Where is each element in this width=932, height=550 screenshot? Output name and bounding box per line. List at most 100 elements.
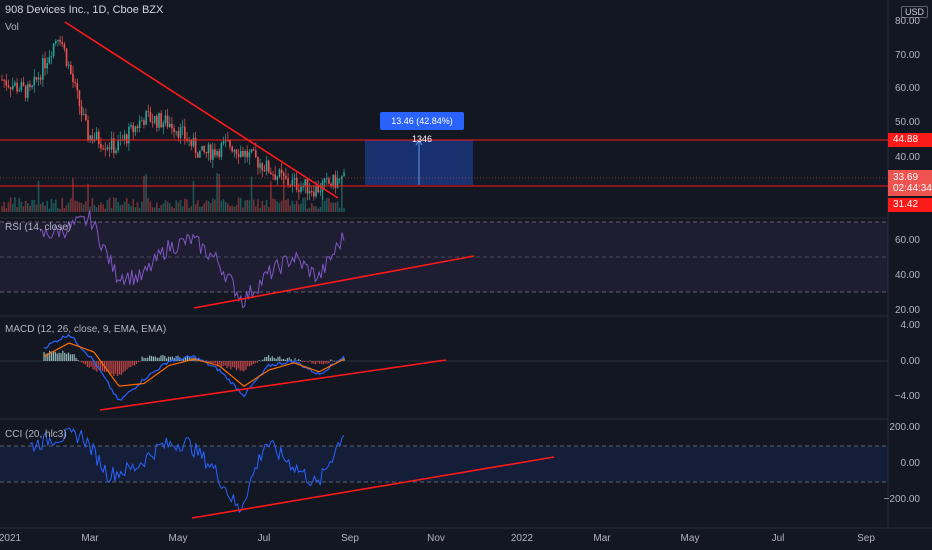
candle[interactable] [177,131,180,138]
candle[interactable] [235,149,238,155]
candle[interactable] [321,182,324,192]
candle[interactable] [181,126,184,128]
candle[interactable] [143,120,145,125]
candle[interactable] [179,127,182,138]
candle[interactable] [85,114,87,121]
candle[interactable] [188,139,190,142]
candle[interactable] [265,160,268,171]
candle[interactable] [291,179,294,187]
candle[interactable] [9,87,12,90]
candle[interactable] [242,150,244,157]
candle[interactable] [295,177,298,190]
candle[interactable] [203,146,205,152]
candle[interactable] [343,172,345,177]
candle[interactable] [151,121,154,123]
candle[interactable] [250,149,253,153]
candle[interactable] [244,150,246,157]
rsi-line[interactable] [39,210,345,309]
candle[interactable] [315,185,317,197]
candle[interactable] [334,174,337,188]
candle[interactable] [323,178,326,183]
candle[interactable] [91,135,94,142]
candle[interactable] [280,169,283,174]
candle[interactable] [272,174,274,176]
candle[interactable] [207,144,210,154]
candle[interactable] [63,44,66,49]
candle[interactable] [310,191,313,193]
candle[interactable] [27,84,29,98]
candle[interactable] [218,151,221,157]
candle[interactable] [48,57,51,64]
candle[interactable] [220,143,223,157]
candle[interactable] [257,157,259,168]
candle[interactable] [7,85,10,88]
candle[interactable] [102,148,104,150]
candle[interactable] [255,150,257,158]
candle[interactable] [125,134,128,144]
candle[interactable] [1,79,3,81]
candle[interactable] [336,178,339,188]
candle[interactable] [80,106,83,115]
candle[interactable] [147,111,150,113]
macd-uptrend-line[interactable] [99,359,447,411]
candle[interactable] [136,126,139,128]
candle[interactable] [216,151,218,156]
candle[interactable] [108,147,111,150]
candle[interactable] [14,82,16,86]
candle[interactable] [104,148,107,150]
candle[interactable] [134,126,137,132]
candle[interactable] [171,123,173,129]
volume-legend[interactable]: Vol [5,22,19,33]
candle[interactable] [214,149,216,156]
cci-uptrend-line[interactable] [191,456,555,519]
candle[interactable] [59,39,61,43]
candle[interactable] [39,77,42,80]
candle[interactable] [317,185,319,193]
signal-line[interactable] [43,342,345,387]
candle[interactable] [248,152,251,158]
cci-legend[interactable]: CCI (20, hlc3) [5,429,67,440]
candle[interactable] [113,138,115,154]
candle[interactable] [282,173,285,176]
candle[interactable] [18,90,21,92]
candle[interactable] [233,149,236,152]
candle[interactable] [184,126,186,139]
candle[interactable] [229,140,231,147]
candle[interactable] [35,77,38,80]
candle[interactable] [29,84,31,88]
candle[interactable] [16,82,18,92]
candle[interactable] [237,154,240,157]
macd-line[interactable] [43,333,345,401]
candle[interactable] [130,125,132,127]
candle[interactable] [194,137,197,153]
candle[interactable] [160,113,162,128]
candle[interactable] [199,150,201,158]
candle[interactable] [175,131,178,133]
candle[interactable] [168,123,171,127]
candle[interactable] [3,79,5,81]
candle[interactable] [325,178,328,180]
candle[interactable] [31,85,33,88]
candle[interactable] [293,177,296,180]
candle[interactable] [276,176,279,180]
candle[interactable] [72,73,74,83]
candle[interactable] [149,112,152,122]
candle[interactable] [33,77,36,86]
candle[interactable] [338,178,341,180]
candle[interactable] [239,150,242,157]
candle[interactable] [259,163,261,168]
cci-line[interactable] [29,427,345,514]
candle[interactable] [158,113,160,128]
candle[interactable] [263,170,266,172]
candle[interactable] [106,147,109,150]
candle[interactable] [298,189,300,192]
candle[interactable] [304,179,307,187]
candle[interactable] [22,82,25,86]
candle[interactable] [52,43,55,57]
candle[interactable] [46,63,48,69]
candle[interactable] [162,123,165,128]
candle[interactable] [267,160,270,173]
candle[interactable] [54,41,57,44]
symbol-title[interactable]: 908 Devices Inc., 1D, Cboe BZX [5,4,164,16]
candle[interactable] [222,141,225,144]
